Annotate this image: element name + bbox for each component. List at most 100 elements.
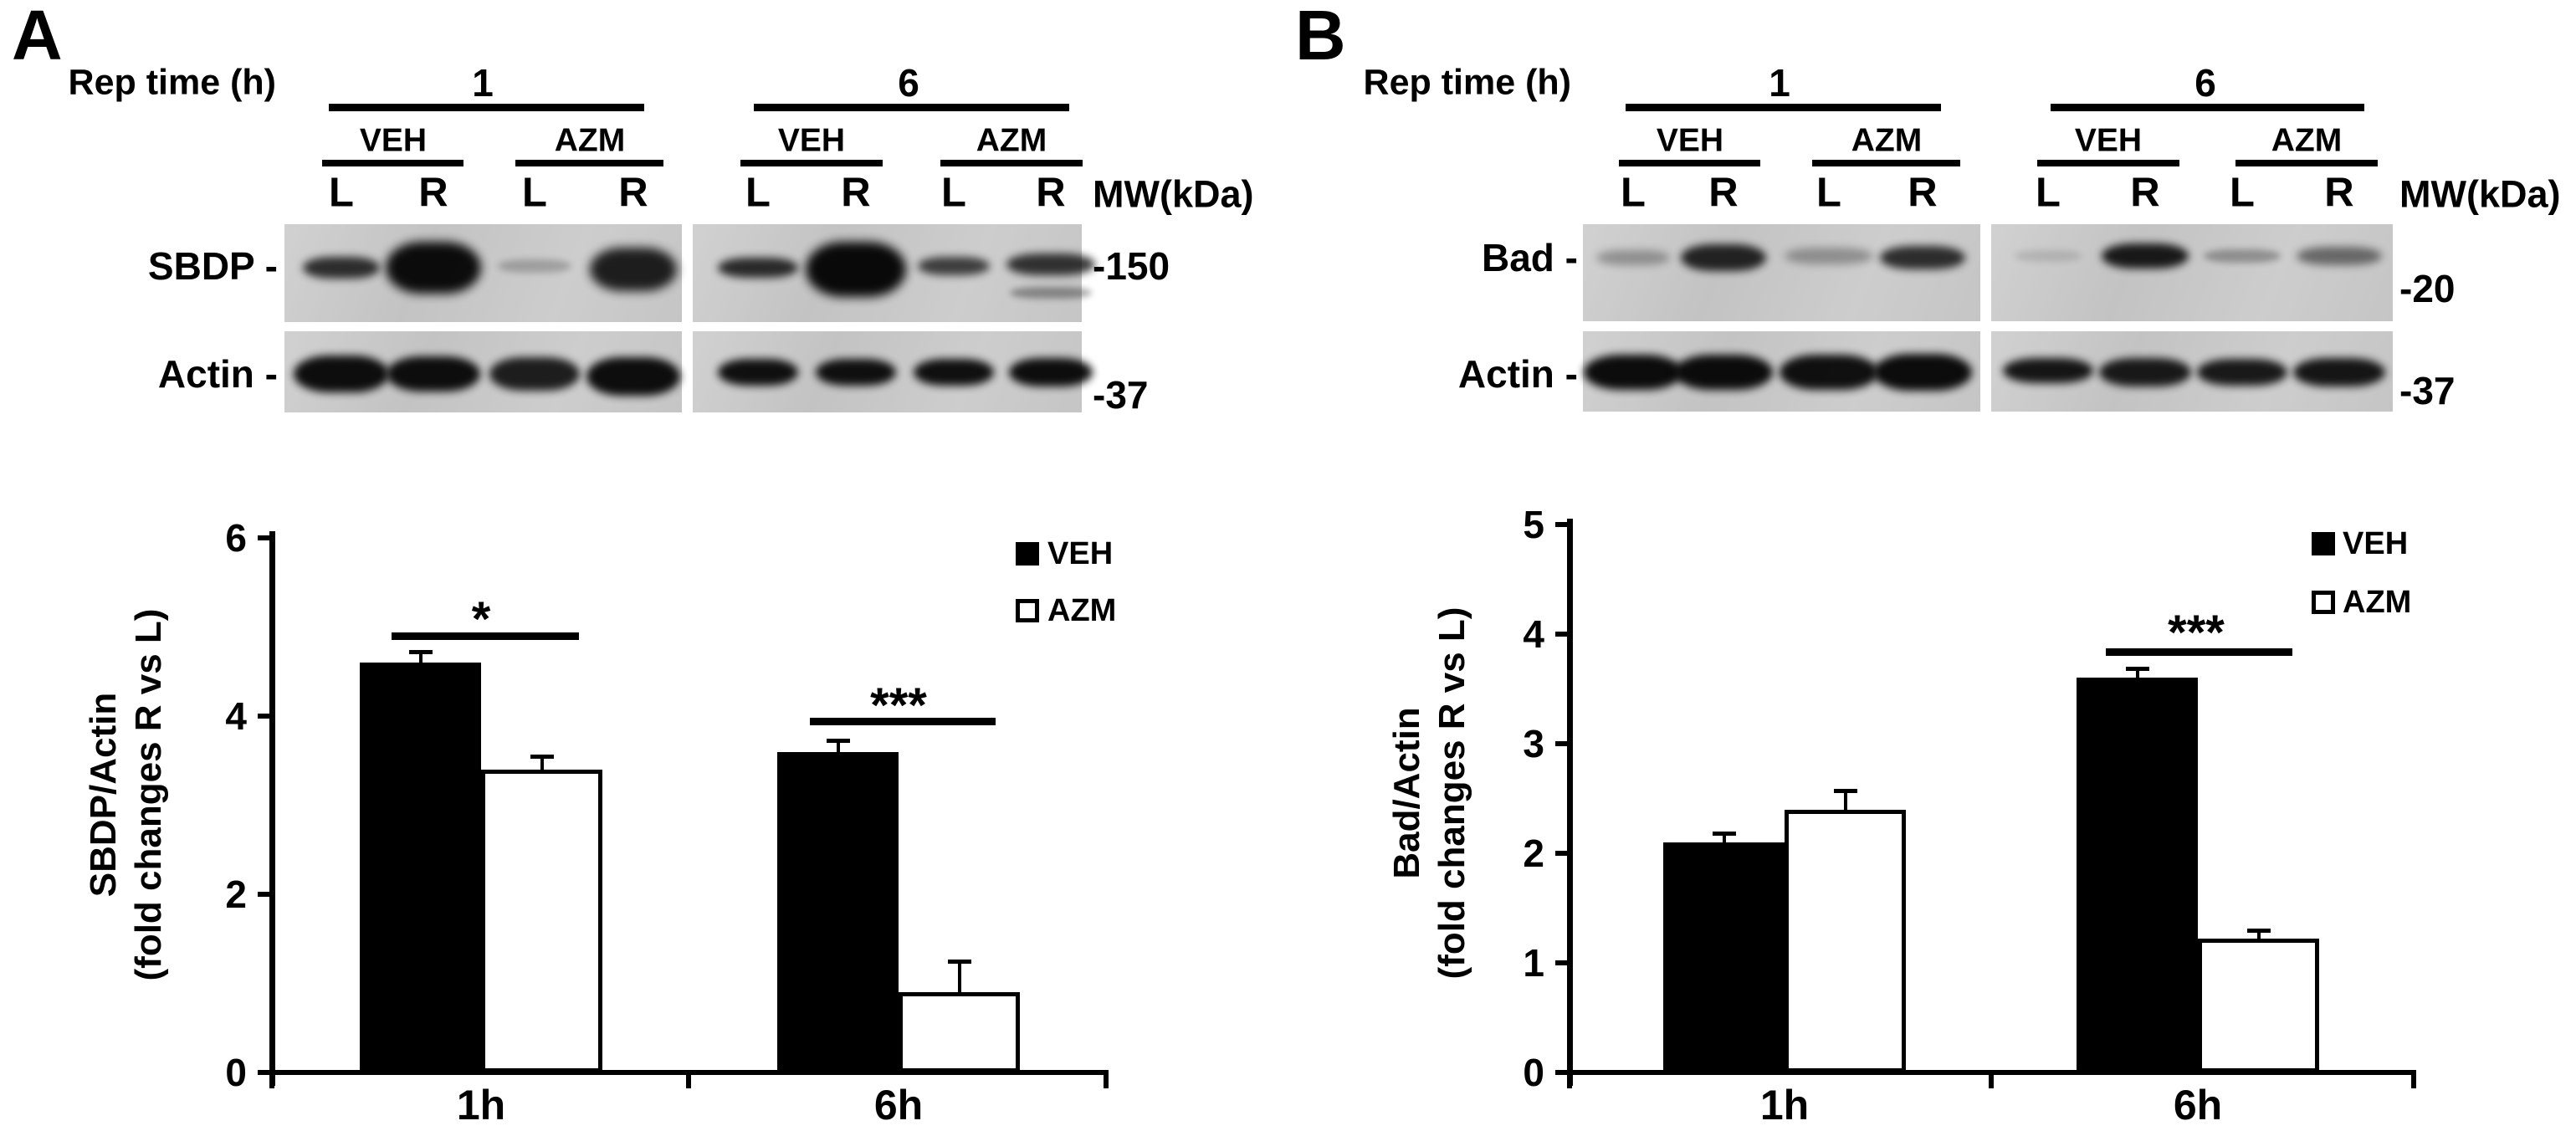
- x-tick: [686, 1070, 691, 1088]
- y-tick-label: 6: [225, 516, 247, 560]
- error-bar-line: [540, 755, 544, 772]
- rep-time-value: 1: [472, 61, 494, 105]
- condition-label: AZM: [2271, 122, 2343, 159]
- error-bar-line: [836, 740, 840, 755]
- y-tick-label: 0: [225, 1051, 247, 1094]
- condition-underline: [2235, 160, 2378, 166]
- error-bar-cap: [530, 754, 554, 759]
- y-tick: [1555, 851, 1570, 856]
- error-bar-line: [418, 652, 423, 666]
- legend-label: VEH: [2343, 526, 2409, 561]
- time-group-underline: [2051, 104, 2364, 111]
- blot-band: [1780, 355, 1878, 390]
- mw-header-label: MW(kDa): [1093, 172, 1254, 216]
- error-bar-line: [1722, 833, 1726, 845]
- rep-time-value: 6: [898, 61, 919, 105]
- y-tick: [258, 1070, 272, 1075]
- lane-label: L: [941, 170, 966, 216]
- y-tick: [258, 892, 272, 897]
- mw-marker: -20: [2399, 267, 2456, 310]
- rep-time-value: 6: [2194, 61, 2216, 105]
- significance-line: [392, 632, 579, 640]
- significance-stars: ***: [870, 678, 927, 733]
- blot-panel: [1991, 224, 2393, 321]
- condition-label: AZM: [554, 122, 626, 159]
- x-tick: [1104, 1070, 1109, 1088]
- condition-underline: [1812, 160, 1960, 166]
- lane-label: L: [2036, 170, 2061, 216]
- condition-underline: [740, 160, 883, 166]
- bar-azm-1h: [1785, 809, 1906, 1072]
- lane-label: L: [745, 170, 771, 216]
- y-tick: [1555, 522, 1570, 527]
- y-tick-label: 4: [225, 694, 247, 738]
- mw-header-label: MW(kDa): [2399, 172, 2561, 216]
- mw-marker: -37: [2399, 369, 2456, 412]
- protein-label: SBDP -: [147, 244, 278, 288]
- y-tick-label: 1: [1523, 941, 1544, 985]
- condition-label: VEH: [2074, 122, 2143, 159]
- y-axis-title: (fold changes R vs L): [128, 608, 169, 981]
- condition-label: VEH: [359, 122, 428, 159]
- condition-underline: [940, 160, 1083, 166]
- error-bar-cap: [2246, 928, 2271, 933]
- blot-band: [1880, 246, 1965, 269]
- time-group-underline: [754, 104, 1069, 111]
- y-tick: [258, 535, 272, 540]
- panel-b-letter: B: [1295, 0, 1346, 74]
- blot-band: [918, 257, 990, 275]
- blot-band: [1596, 250, 1670, 265]
- error-bar-cap: [2125, 666, 2149, 671]
- x-category-label: 1h: [1759, 1082, 1810, 1126]
- protein-label: Actin -: [157, 352, 278, 396]
- condition-underline: [515, 160, 663, 166]
- blot-band: [387, 356, 480, 392]
- blot-band: [2204, 249, 2281, 263]
- blot-band: [1010, 287, 1092, 299]
- y-tick-label: 2: [225, 873, 247, 916]
- x-category-label: 6h: [873, 1082, 924, 1126]
- x-tick: [1989, 1070, 1994, 1088]
- lane-label: L: [329, 170, 354, 216]
- y-tick: [1555, 632, 1570, 637]
- blot-band: [1785, 248, 1873, 264]
- blot-band: [1681, 244, 1766, 271]
- condition-label: VEH: [1656, 122, 1724, 159]
- lane-label: R: [1708, 170, 1739, 216]
- lane-label: L: [522, 170, 547, 216]
- legend-swatch: [1016, 542, 1039, 566]
- y-tick-label: 2: [1523, 832, 1544, 875]
- y-tick-label: 4: [1523, 612, 1544, 656]
- condition-label: VEH: [777, 122, 846, 159]
- blot-band: [386, 242, 481, 294]
- x-tick: [269, 1070, 274, 1088]
- y-tick: [258, 714, 272, 719]
- blot-band: [2293, 358, 2385, 386]
- blot-band: [2003, 358, 2093, 383]
- blot-panel: [1583, 224, 1980, 321]
- y-axis-title: (fold changes R vs L): [1431, 607, 1472, 980]
- blot-band: [590, 248, 677, 291]
- blot-band: [718, 359, 798, 386]
- legend-label: AZM: [1047, 593, 1117, 628]
- rep-time-value: 1: [1769, 61, 1790, 105]
- lane-label: R: [841, 170, 871, 216]
- error-bar-line: [957, 960, 961, 995]
- y-tick-label: 3: [1523, 722, 1544, 765]
- y-tick: [1555, 1070, 1570, 1075]
- blot-band: [2102, 243, 2189, 269]
- blot-band: [914, 359, 994, 386]
- blot-band: [586, 357, 680, 396]
- blot-band: [816, 359, 896, 386]
- error-bar-cap: [1833, 789, 1857, 794]
- bar-azm-1h: [481, 769, 602, 1072]
- lane-label: R: [418, 170, 448, 216]
- mw-marker: -150: [1093, 244, 1170, 288]
- blot-band: [1873, 354, 1972, 391]
- protein-label: Actin -: [1457, 352, 1578, 396]
- lane-label: R: [1908, 170, 1938, 216]
- time-group-underline: [1626, 104, 1941, 111]
- x-tick: [1567, 1070, 1572, 1088]
- blot-band: [489, 357, 580, 391]
- blot-band: [2015, 250, 2082, 262]
